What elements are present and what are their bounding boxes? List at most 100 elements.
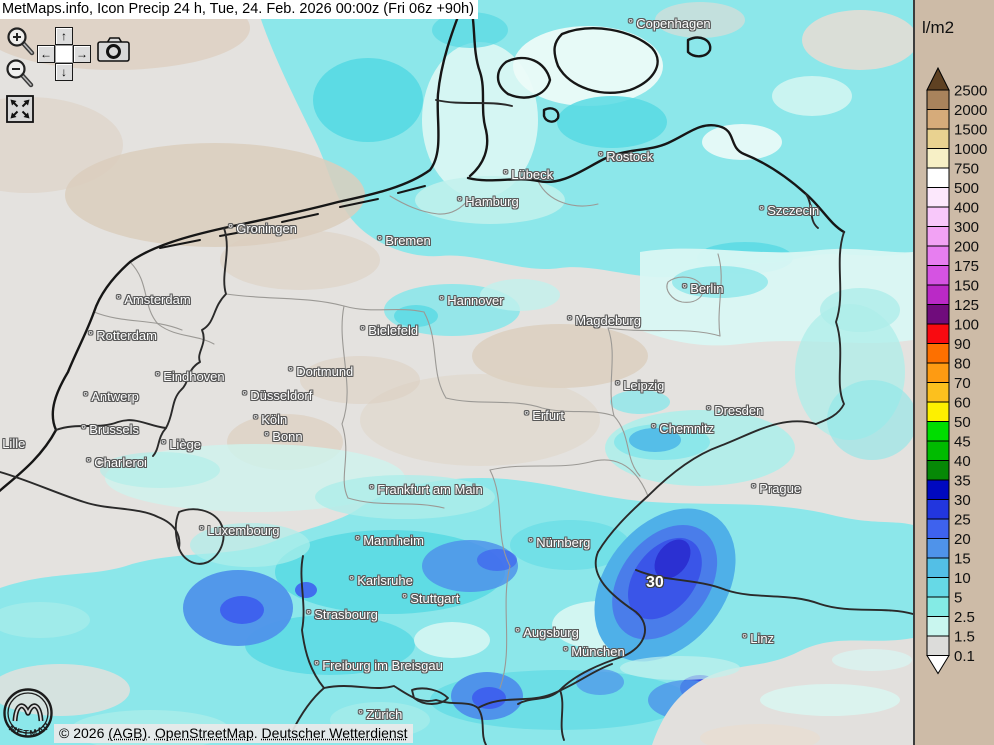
legend-cell bbox=[926, 245, 950, 266]
pan-left-button[interactable]: ← bbox=[37, 45, 55, 63]
city-label-eindhoven: ° Eindhoven bbox=[155, 369, 225, 384]
legend-tick-label: 0.1 bbox=[954, 648, 975, 665]
legend-tick-label: 45 bbox=[954, 434, 971, 451]
pan-up-button[interactable]: ↑ bbox=[55, 27, 73, 45]
city-marker-icon: ° bbox=[503, 167, 509, 182]
agb-link[interactable]: (AGB) bbox=[108, 725, 148, 741]
legend-tick-label: 10 bbox=[954, 570, 971, 587]
pan-right-button[interactable]: → bbox=[73, 45, 91, 63]
fullscreen-button[interactable] bbox=[6, 95, 34, 123]
city-label-magdeburg: ° Magdeburg bbox=[567, 313, 641, 328]
city-label-prague: ° Prague bbox=[751, 481, 802, 496]
legend-cell bbox=[926, 635, 950, 656]
legend-tick-label: 2000 bbox=[954, 102, 987, 119]
legend-tick-label: 400 bbox=[954, 200, 979, 217]
city-label-frankfurt-am-main: ° Frankfurt am Main bbox=[369, 482, 483, 497]
city-marker-icon: ° bbox=[199, 523, 205, 538]
legend-tick-label: 25 bbox=[954, 512, 971, 529]
city-label-mannheim: ° Mannheim bbox=[355, 533, 424, 548]
legend-cell bbox=[926, 382, 950, 403]
legend-cell bbox=[926, 518, 950, 539]
city-marker-icon: ° bbox=[86, 455, 92, 470]
screenshot-camera-button[interactable] bbox=[97, 36, 131, 63]
city-marker-icon: ° bbox=[615, 378, 621, 393]
city-label-amsterdam: ° Amsterdam bbox=[116, 292, 191, 307]
legend-tick-label: 90 bbox=[954, 336, 971, 353]
city-marker-icon: ° bbox=[528, 535, 534, 550]
legend-panel: l/m2 2500 2000 1500 1000 750 500 400 300 200 175 1… bbox=[913, 0, 994, 745]
city-marker-icon: ° bbox=[515, 625, 521, 640]
legend-cell bbox=[926, 109, 950, 130]
city-label-m-nchen: ° München bbox=[563, 644, 625, 659]
city-label-dresden: ° Dresden bbox=[706, 403, 764, 418]
city-marker-icon: ° bbox=[349, 573, 355, 588]
pan-control: ↑ ← → ↓ bbox=[37, 27, 91, 81]
city-marker-icon: ° bbox=[264, 429, 270, 444]
legend-arrow-top bbox=[926, 66, 950, 91]
legend-tick-label: 70 bbox=[954, 375, 971, 392]
legend-cell bbox=[926, 265, 950, 286]
city-label-rostock: ° Rostock bbox=[598, 149, 654, 164]
city-marker-icon: ° bbox=[598, 149, 604, 164]
city-label-hannover: ° Hannover bbox=[439, 293, 504, 308]
city-label-bremen: ° Bremen bbox=[377, 233, 431, 248]
city-label-strasbourg: ° Strasbourg bbox=[306, 607, 378, 622]
zoom-out-button[interactable] bbox=[5, 58, 35, 90]
legend-cell bbox=[926, 616, 950, 637]
legend-cell bbox=[926, 538, 950, 559]
city-label-dortmund: ° Dortmund bbox=[288, 364, 354, 379]
legend-tick-label: 1500 bbox=[954, 122, 987, 139]
city-marker-icon: ° bbox=[377, 233, 383, 248]
legend-tick-label: 175 bbox=[954, 258, 979, 275]
legend-color-scale: 2500 2000 1500 1000 750 500 400 300 200 175 150 125… bbox=[926, 66, 987, 675]
legend-tick-label: 200 bbox=[954, 239, 979, 256]
precip-value-annotation: 30 bbox=[646, 574, 664, 591]
city-label-antwerp: ° Antwerp bbox=[83, 389, 139, 404]
legend-tick-label: 20 bbox=[954, 531, 971, 548]
legend-cell bbox=[926, 206, 950, 227]
legend-cell bbox=[926, 343, 950, 364]
city-label-z-rich: ° Zürich bbox=[358, 707, 403, 722]
city-label-hamburg: ° Hamburg bbox=[457, 194, 519, 209]
city-marker-icon: ° bbox=[314, 658, 320, 673]
dwd-link[interactable]: Deutscher Wetterdienst bbox=[261, 725, 408, 741]
city-marker-icon: ° bbox=[288, 364, 294, 379]
city-marker-icon: ° bbox=[651, 421, 657, 436]
pan-down-button[interactable]: ↓ bbox=[55, 63, 73, 81]
legend-tick-label: 150 bbox=[954, 278, 979, 295]
city-label-karlsruhe: ° Karlsruhe bbox=[349, 573, 413, 588]
city-label-chemnitz: ° Chemnitz bbox=[651, 421, 715, 436]
legend-tick-label: 2.5 bbox=[954, 609, 975, 626]
pan-center bbox=[55, 45, 73, 63]
legend-tick-label: 40 bbox=[954, 453, 971, 470]
legend-cell bbox=[926, 323, 950, 344]
legend-cell bbox=[926, 167, 950, 188]
zoom-in-button[interactable] bbox=[6, 26, 36, 58]
metmaps-logo: METMAPS bbox=[1, 687, 53, 738]
city-marker-icon: ° bbox=[306, 607, 312, 622]
legend-cell bbox=[926, 89, 950, 110]
legend-tick-label: 15 bbox=[954, 551, 971, 568]
city-label-augsburg: ° Augsburg bbox=[515, 625, 579, 640]
city-label-stuttgart: ° Stuttgart bbox=[402, 591, 460, 606]
legend-tick-label: 750 bbox=[954, 161, 979, 178]
legend-tick-label: 30 bbox=[954, 492, 971, 509]
city-label-luxembourg: ° Luxembourg bbox=[199, 523, 280, 538]
city-label-li-ge: ° Liège bbox=[161, 437, 202, 452]
city-label-brussels: ° Brussels bbox=[81, 422, 140, 437]
precipitation-map[interactable] bbox=[0, 0, 913, 745]
legend-cell bbox=[926, 401, 950, 422]
legend-tick-label: 500 bbox=[954, 180, 979, 197]
city-marker-icon: ° bbox=[457, 194, 463, 209]
city-label-bielefeld: ° Bielefeld bbox=[360, 323, 419, 338]
legend-tick-label: 1000 bbox=[954, 141, 987, 158]
legend-cell bbox=[926, 499, 950, 520]
city-marker-icon: ° bbox=[355, 533, 361, 548]
city-marker-icon: ° bbox=[628, 16, 634, 31]
openstreetmap-link[interactable]: OpenStreetMap bbox=[154, 725, 254, 741]
city-marker-icon: ° bbox=[161, 437, 167, 452]
legend-cell bbox=[926, 304, 950, 325]
legend-cell bbox=[926, 440, 950, 461]
city-marker-icon: ° bbox=[116, 292, 122, 307]
